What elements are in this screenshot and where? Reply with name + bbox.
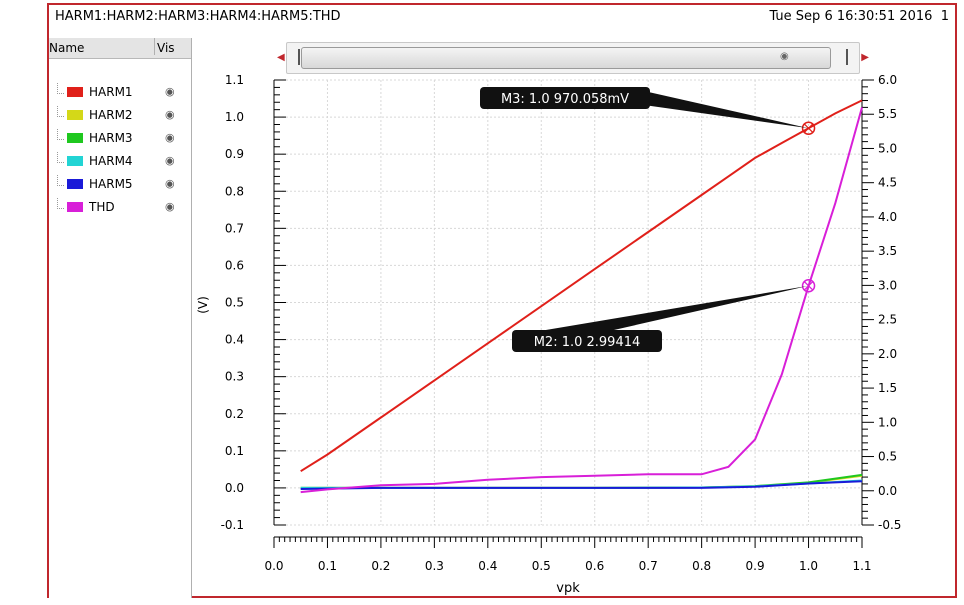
legend-label: HARM4 (89, 154, 133, 168)
y-right-tick-label: 3.5 (878, 244, 897, 258)
tree-connector (57, 152, 64, 163)
grip-icon: ◉ (780, 51, 789, 62)
legend-swatch (67, 179, 83, 189)
legend-swatch (67, 202, 83, 212)
scroll-left-arrow-icon[interactable]: ◀ (277, 52, 285, 63)
x-tick-label: 0.0 (264, 559, 283, 573)
legend-swatch (67, 110, 83, 120)
legend-item-harm5[interactable]: HARM5 ◉ (57, 175, 187, 195)
x-axis-label: vpk (556, 581, 580, 596)
tree-connector (57, 106, 64, 117)
plot-timestamp: Tue Sep 6 16:30:51 2016 1 (769, 9, 949, 24)
marker-pointer (522, 285, 809, 344)
scroll-right-arrow-icon[interactable]: ▶ (861, 52, 869, 63)
legend-item-harm4[interactable]: HARM4 ◉ (57, 152, 187, 172)
page-number: 1 (940, 9, 949, 24)
marker-circle-thd[interactable] (801, 279, 816, 293)
eye-icon[interactable]: ◉ (165, 200, 175, 213)
legend-col-name[interactable]: Name (49, 41, 85, 55)
x-tick-label: 0.6 (585, 559, 604, 573)
y-left-tick-label: 0.2 (225, 407, 244, 421)
y-right-tick-label: 6.0 (878, 73, 897, 87)
x-tick-label: 0.8 (692, 559, 711, 573)
y-right-tick-label: 4.5 (878, 176, 897, 190)
y-left-tick-label: 0.4 (225, 333, 244, 347)
marker-label-box[interactable] (480, 87, 650, 109)
legend-item-harm2[interactable]: HARM2 ◉ (57, 106, 187, 126)
legend-panel: Name Vis HARM1 ◉ HARM2 ◉ HARM3 ◉ HARM4 ◉ HARM5 ◉ T… (49, 38, 192, 598)
legend-swatch (67, 133, 83, 143)
y-right-tick-label: 4.0 (878, 210, 897, 224)
x-tick-label: 0.3 (425, 559, 444, 573)
y-right-tick-label: 3.0 (878, 278, 897, 292)
legend-label: THD (89, 200, 115, 214)
legend-header: Name Vis (49, 38, 191, 59)
scroll-right-handle[interactable] (846, 49, 858, 65)
series-line-harm1[interactable] (300, 99, 863, 473)
y-left-tick-label: 0.0 (225, 481, 244, 495)
y-axis-label: (V) (196, 296, 210, 314)
x-tick-label: 0.9 (746, 559, 765, 573)
y-left-tick-label: 0.6 (225, 258, 244, 272)
y-left-tick-label: 0.8 (225, 184, 244, 198)
y-left-tick-label: 0.9 (225, 147, 244, 161)
legend-swatch (67, 156, 83, 166)
y-left-tick-label: 0.1 (225, 444, 244, 458)
y-left-tick-label: -0.1 (221, 518, 244, 532)
y-left-tick-label: 1.1 (225, 73, 244, 87)
eye-icon[interactable]: ◉ (165, 131, 175, 144)
marker-label: M3: 1.0 970.058mV (501, 92, 629, 107)
scroll-thumb[interactable]: ◉ (301, 47, 831, 69)
marker-pointer (644, 91, 809, 129)
legend-label: HARM2 (89, 108, 133, 122)
eye-icon[interactable]: ◉ (165, 154, 175, 167)
tree-connector (57, 129, 64, 140)
scroll-left-handle[interactable] (288, 49, 300, 65)
y-right-tick-label: 0.0 (878, 484, 897, 498)
legend-item-harm1[interactable]: HARM1 ◉ (57, 83, 187, 103)
eye-icon[interactable]: ◉ (165, 177, 175, 190)
marker-label: M2: 1.0 2.99414 (534, 335, 641, 350)
legend-item-harm3[interactable]: HARM3 ◉ (57, 129, 187, 149)
x-tick-label: 1.1 (852, 559, 871, 573)
x-tick-label: 0.2 (371, 559, 390, 573)
x-tick-label: 0.4 (478, 559, 497, 573)
y-right-tick-label: 1.0 (878, 415, 897, 429)
y-left-tick-label: 0.3 (225, 370, 244, 384)
y-right-tick-label: 2.5 (878, 313, 897, 327)
legend-label: HARM3 (89, 131, 133, 145)
tree-connector (57, 175, 64, 186)
tree-connector (57, 198, 64, 209)
tree-connector (57, 83, 64, 94)
y-right-tick-label: -0.5 (878, 518, 901, 532)
y-left-tick-label: 1.0 (225, 110, 244, 124)
x-tick-label: 0.5 (532, 559, 551, 573)
legend-label: HARM5 (89, 177, 133, 191)
legend-item-thd[interactable]: THD ◉ (57, 198, 187, 218)
x-tick-label: 0.7 (639, 559, 658, 573)
y-right-tick-label: 2.0 (878, 347, 897, 361)
plot-title: HARM1:HARM2:HARM3:HARM4:HARM5:THD (55, 9, 341, 24)
legend-col-vis[interactable]: Vis (154, 38, 175, 55)
marker-label-box[interactable] (512, 330, 662, 352)
timestamp-text: Tue Sep 6 16:30:51 2016 (769, 9, 933, 24)
x-tick-label: 1.0 (799, 559, 818, 573)
eye-icon[interactable]: ◉ (165, 85, 175, 98)
horizontal-scrollbar[interactable]: ◀ ◉ ▶ (277, 42, 869, 74)
eye-icon[interactable]: ◉ (165, 108, 175, 121)
y-left-tick-label: 0.7 (225, 221, 244, 235)
legend-swatch (67, 87, 83, 97)
legend-label: HARM1 (89, 85, 133, 99)
y-right-tick-label: 5.5 (878, 107, 897, 121)
y-right-tick-label: 0.5 (878, 450, 897, 464)
y-left-tick-label: 0.5 (225, 296, 244, 310)
series-line-harm5[interactable] (300, 480, 863, 490)
y-right-tick-label: 1.5 (878, 381, 897, 395)
x-tick-label: 0.1 (318, 559, 337, 573)
marker-circle-harm1[interactable] (801, 121, 816, 135)
y-right-tick-label: 5.0 (878, 141, 897, 155)
series-line-thd[interactable] (300, 107, 863, 494)
